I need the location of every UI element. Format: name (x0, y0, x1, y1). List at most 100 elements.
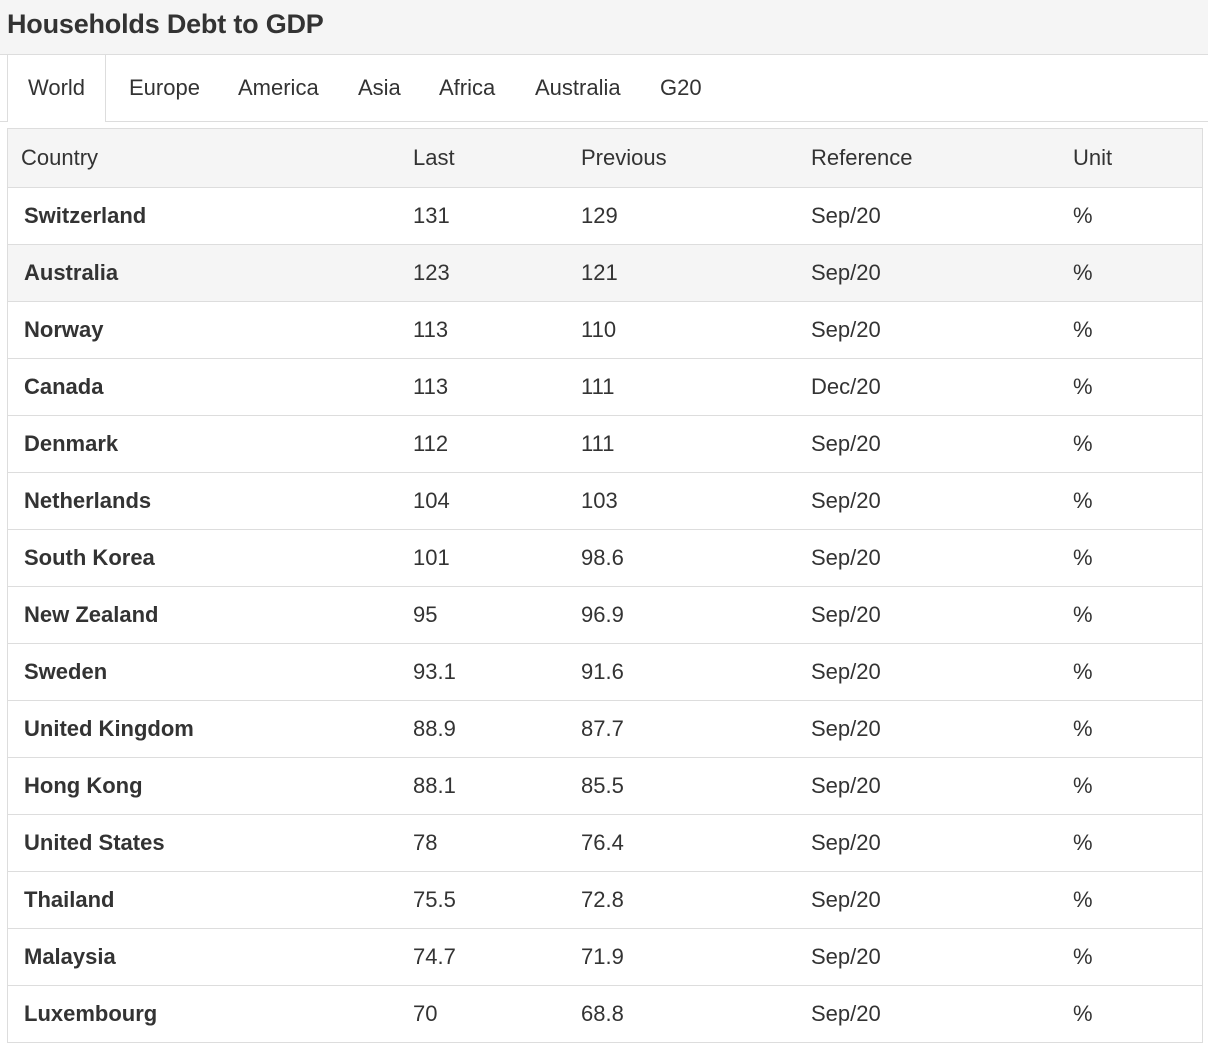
cell-last: 75.5 (413, 871, 581, 929)
cell-unit: % (1073, 472, 1202, 530)
cell-last: 78 (413, 814, 581, 872)
cell-country[interactable]: Switzerland (8, 187, 413, 245)
cell-previous: 98.6 (581, 529, 811, 587)
table-row[interactable]: Denmark 112 111 Sep/20% (8, 415, 1202, 473)
table-row[interactable]: United Kingdom 88.9 87.7 Sep/20% (8, 700, 1202, 758)
cell-previous: 71.9 (581, 928, 811, 986)
cell-country[interactable]: Malaysia (8, 928, 413, 986)
cell-last: 112 (413, 415, 581, 473)
cell-unit: % (1073, 871, 1202, 929)
cell-reference: Sep/20 (811, 985, 1073, 1043)
cell-previous: 111 (581, 358, 811, 416)
table-row[interactable]: Canada 113 111 Dec/20% (8, 358, 1202, 416)
tab-america[interactable]: America (238, 75, 319, 100)
table-header-row: Country Last Previous Reference Unit (8, 128, 1202, 188)
cell-last: 88.1 (413, 757, 581, 815)
region-tabs: World Europe America Asia Africa Austral… (0, 55, 1208, 122)
cell-country[interactable]: United States (8, 814, 413, 872)
cell-unit: % (1073, 643, 1202, 701)
cell-country[interactable]: New Zealand (8, 586, 413, 644)
cell-unit: % (1073, 928, 1202, 986)
cell-reference: Sep/20 (811, 814, 1073, 872)
cell-last: 101 (413, 529, 581, 587)
cell-previous: 85.5 (581, 757, 811, 815)
cell-last: 93.1 (413, 643, 581, 701)
cell-last: 123 (413, 244, 581, 302)
cell-previous: 72.8 (581, 871, 811, 929)
table-row[interactable]: Luxembourg 70 68.8 Sep/20% (8, 985, 1202, 1043)
cell-country[interactable]: Netherlands (8, 472, 413, 530)
cell-previous: 91.6 (581, 643, 811, 701)
tab-world[interactable]: World (7, 55, 106, 122)
tab-g20[interactable]: G20 (660, 75, 702, 100)
table-row[interactable]: Switzerland 131 129 Sep/20% (8, 187, 1202, 245)
cell-reference: Dec/20 (811, 358, 1073, 416)
cell-last: 95 (413, 586, 581, 644)
cell-last: 74.7 (413, 928, 581, 986)
cell-reference: Sep/20 (811, 301, 1073, 359)
cell-country[interactable]: Sweden (8, 643, 413, 701)
column-header-country[interactable]: Country (8, 128, 413, 188)
data-table: Country Last Previous Reference Unit Swi… (8, 128, 1202, 1043)
tab-africa[interactable]: Africa (439, 75, 496, 100)
cell-reference: Sep/20 (811, 415, 1073, 473)
cell-previous: 129 (581, 187, 811, 245)
column-header-reference[interactable]: Reference (811, 128, 1073, 188)
column-header-previous[interactable]: Previous (581, 128, 811, 188)
cell-previous: 68.8 (581, 985, 811, 1043)
cell-country[interactable]: United Kingdom (8, 700, 413, 758)
cell-unit: % (1073, 529, 1202, 587)
table-row[interactable]: Hong Kong 88.1 85.5 Sep/20% (8, 757, 1202, 815)
cell-reference: Sep/20 (811, 472, 1073, 530)
table-row[interactable]: Netherlands 104 103 Sep/20% (8, 472, 1202, 530)
cell-reference: Sep/20 (811, 928, 1073, 986)
cell-previous: 111 (581, 415, 811, 473)
cell-reference: Sep/20 (811, 757, 1073, 815)
table-row[interactable]: Malaysia 74.7 71.9 Sep/20% (8, 928, 1202, 986)
page-title: Households Debt to GDP (7, 9, 324, 39)
column-header-unit[interactable]: Unit (1073, 128, 1202, 188)
cell-country[interactable]: Hong Kong (8, 757, 413, 815)
table-row[interactable]: Sweden 93.1 91.6 Sep/20% (8, 643, 1202, 701)
data-table-container: Country Last Previous Reference Unit Swi… (7, 128, 1203, 1043)
tab-asia[interactable]: Asia (358, 75, 401, 100)
title-bar: Households Debt to GDP (0, 0, 1208, 55)
cell-unit: % (1073, 700, 1202, 758)
cell-unit: % (1073, 301, 1202, 359)
table-row[interactable]: Norway 113 110 Sep/20% (8, 301, 1202, 359)
cell-unit: % (1073, 244, 1202, 302)
cell-reference: Sep/20 (811, 586, 1073, 644)
tab-europe[interactable]: Europe (129, 75, 200, 100)
column-header-last[interactable]: Last (413, 128, 581, 188)
cell-unit: % (1073, 358, 1202, 416)
cell-last: 131 (413, 187, 581, 245)
cell-previous: 121 (581, 244, 811, 302)
cell-last: 88.9 (413, 700, 581, 758)
cell-country[interactable]: Canada (8, 358, 413, 416)
table-row[interactable]: United States 78 76.4 Sep/20% (8, 814, 1202, 872)
cell-country[interactable]: Australia (8, 244, 413, 302)
table-row[interactable]: Australia 123 121 Sep/20% (8, 244, 1202, 302)
cell-reference: Sep/20 (811, 244, 1073, 302)
cell-reference: Sep/20 (811, 643, 1073, 701)
cell-country[interactable]: South Korea (8, 529, 413, 587)
cell-country[interactable]: Norway (8, 301, 413, 359)
table-row[interactable]: New Zealand 95 96.9 Sep/20% (8, 586, 1202, 644)
cell-unit: % (1073, 985, 1202, 1043)
cell-country[interactable]: Thailand (8, 871, 413, 929)
cell-reference: Sep/20 (811, 187, 1073, 245)
cell-country[interactable]: Luxembourg (8, 985, 413, 1043)
table-row[interactable]: Thailand 75.5 72.8 Sep/20% (8, 871, 1202, 929)
cell-reference: Sep/20 (811, 700, 1073, 758)
cell-previous: 76.4 (581, 814, 811, 872)
table-row[interactable]: South Korea 101 98.6 Sep/20% (8, 529, 1202, 587)
cell-unit: % (1073, 415, 1202, 473)
cell-previous: 103 (581, 472, 811, 530)
cell-previous: 87.7 (581, 700, 811, 758)
cell-unit: % (1073, 814, 1202, 872)
cell-country[interactable]: Denmark (8, 415, 413, 473)
cell-last: 104 (413, 472, 581, 530)
cell-reference: Sep/20 (811, 871, 1073, 929)
table-body: Switzerland 131 129 Sep/20% Australia 123 121 S… (8, 187, 1202, 1043)
tab-australia[interactable]: Australia (535, 75, 621, 100)
